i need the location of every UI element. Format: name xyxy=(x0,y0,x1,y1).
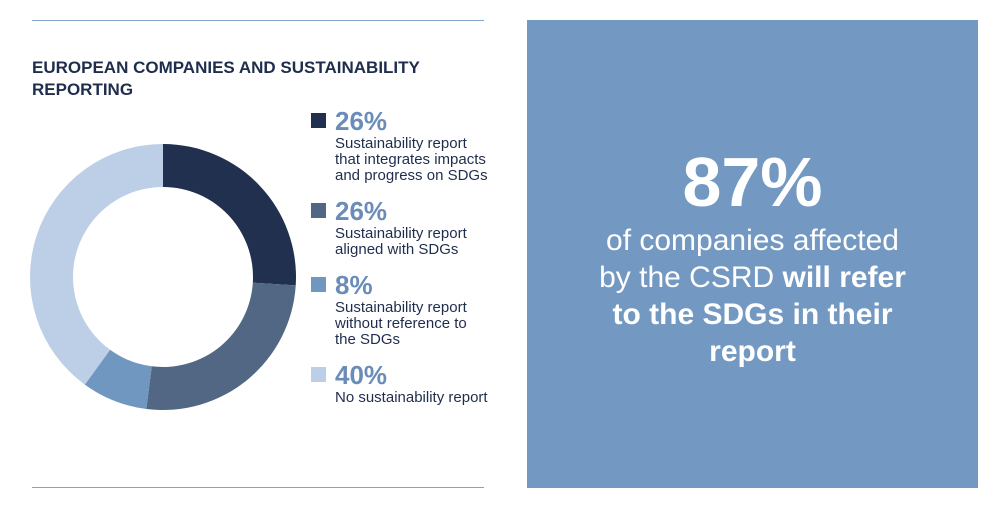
legend-swatch xyxy=(311,203,326,218)
legend-value: 40% xyxy=(335,360,388,390)
legend-label: No sustainability report xyxy=(335,389,488,406)
callout-panel: 87% of companies affected by the CSRD wi… xyxy=(527,20,978,488)
legend-label: Sustainability report aligned with SDGs xyxy=(335,225,467,258)
bottom-rule xyxy=(32,487,484,488)
legend-value: 8% xyxy=(335,270,373,300)
legend-item: 26% Sustainability report that integrates… xyxy=(311,106,501,184)
donut-segment xyxy=(163,144,296,286)
callout-emphasis: will refer to the SDGs in their report xyxy=(612,261,906,368)
legend-swatch xyxy=(311,367,326,382)
donut-segment xyxy=(146,282,296,411)
legend-value: 26% xyxy=(335,106,388,136)
legend-item: 40% No sustainability report xyxy=(311,360,501,406)
donut-segment xyxy=(84,349,152,409)
legend-item: 26% Sustainability report aligned with SD… xyxy=(311,196,501,258)
chart-title: EUROPEAN COMPANIES AND SUSTAINABILITY RE… xyxy=(32,58,420,99)
legend-label: Sustainability report without reference … xyxy=(335,299,467,348)
legend-label: Sustainability report that integrates im… xyxy=(335,135,488,184)
callout-stat: 87% xyxy=(682,143,823,221)
donut-chart xyxy=(30,144,296,411)
legend-swatch xyxy=(311,113,326,128)
top-rule xyxy=(32,20,484,21)
callout-text: of companies affected by the CSRD will r… xyxy=(593,222,913,370)
legend-item: 8% Sustainability report without referenc… xyxy=(311,270,501,348)
legend-swatch xyxy=(311,277,326,292)
callout-plain: of companies affected by the CSRD xyxy=(599,224,899,294)
donut-segment xyxy=(30,144,163,385)
legend-value: 26% xyxy=(335,196,388,226)
legend: 26% Sustainability report that integrates… xyxy=(311,106,501,418)
